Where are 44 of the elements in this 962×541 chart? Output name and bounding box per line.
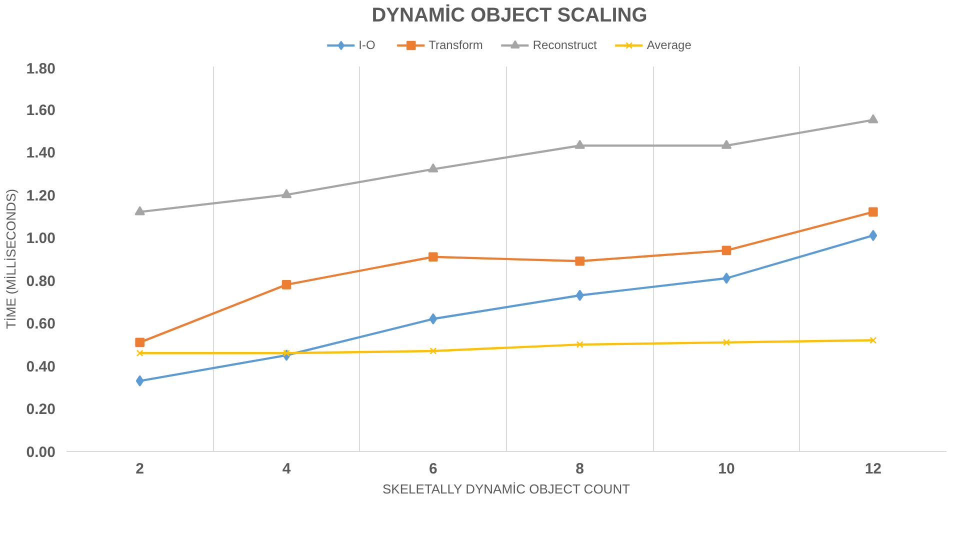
point bbox=[428, 163, 438, 172]
point bbox=[576, 290, 584, 302]
x-tick-label: 12 bbox=[864, 460, 882, 478]
point bbox=[869, 230, 878, 242]
x-tick-label: 6 bbox=[428, 460, 438, 478]
x-axis-title: SKELETALLY DYNAMİC OBJECT COUNT bbox=[382, 482, 630, 496]
x-tick-label: 2 bbox=[136, 460, 144, 478]
x-tick-label: 4 bbox=[282, 460, 292, 478]
legend-label: Transform bbox=[428, 38, 483, 52]
y-axis-title: TİME (MİLLİSECONDS) bbox=[3, 188, 18, 330]
legend-label: Average bbox=[646, 38, 692, 52]
y-tick-label: 0.20 bbox=[26, 401, 56, 418]
point bbox=[134, 206, 145, 216]
point bbox=[576, 341, 584, 348]
y-tick-label: 1.40 bbox=[26, 144, 56, 162]
y-tick-label: 1.00 bbox=[26, 230, 56, 248]
y-tick-label: 1.80 bbox=[26, 60, 56, 78]
x-tick-label: 10 bbox=[718, 460, 735, 478]
point bbox=[136, 350, 144, 357]
point bbox=[870, 336, 877, 344]
y-tick-label: 0.00 bbox=[26, 444, 56, 461]
point bbox=[575, 256, 584, 266]
point bbox=[428, 252, 438, 262]
point bbox=[430, 347, 437, 354]
y-tick-label: 1.60 bbox=[26, 102, 56, 119]
point bbox=[721, 140, 732, 149]
y-tick-label: 0.40 bbox=[26, 358, 56, 376]
point bbox=[135, 338, 144, 348]
legend-label: I-O bbox=[358, 38, 376, 52]
point bbox=[281, 188, 292, 198]
point bbox=[868, 207, 878, 217]
y-tick-label: 1.20 bbox=[26, 187, 56, 204]
point bbox=[723, 338, 730, 346]
chart-title: DYNAMİC OBJECT SCALING bbox=[372, 4, 648, 26]
point bbox=[282, 280, 292, 290]
y-tick-label: 0.60 bbox=[26, 316, 56, 333]
y-tick-label: 0.80 bbox=[26, 272, 56, 290]
point bbox=[868, 114, 878, 124]
x-tick-label: 8 bbox=[576, 460, 584, 478]
point bbox=[574, 140, 585, 149]
point bbox=[136, 375, 144, 387]
point bbox=[722, 246, 732, 256]
legend-label: Reconstruct bbox=[532, 38, 597, 52]
point bbox=[429, 313, 438, 325]
